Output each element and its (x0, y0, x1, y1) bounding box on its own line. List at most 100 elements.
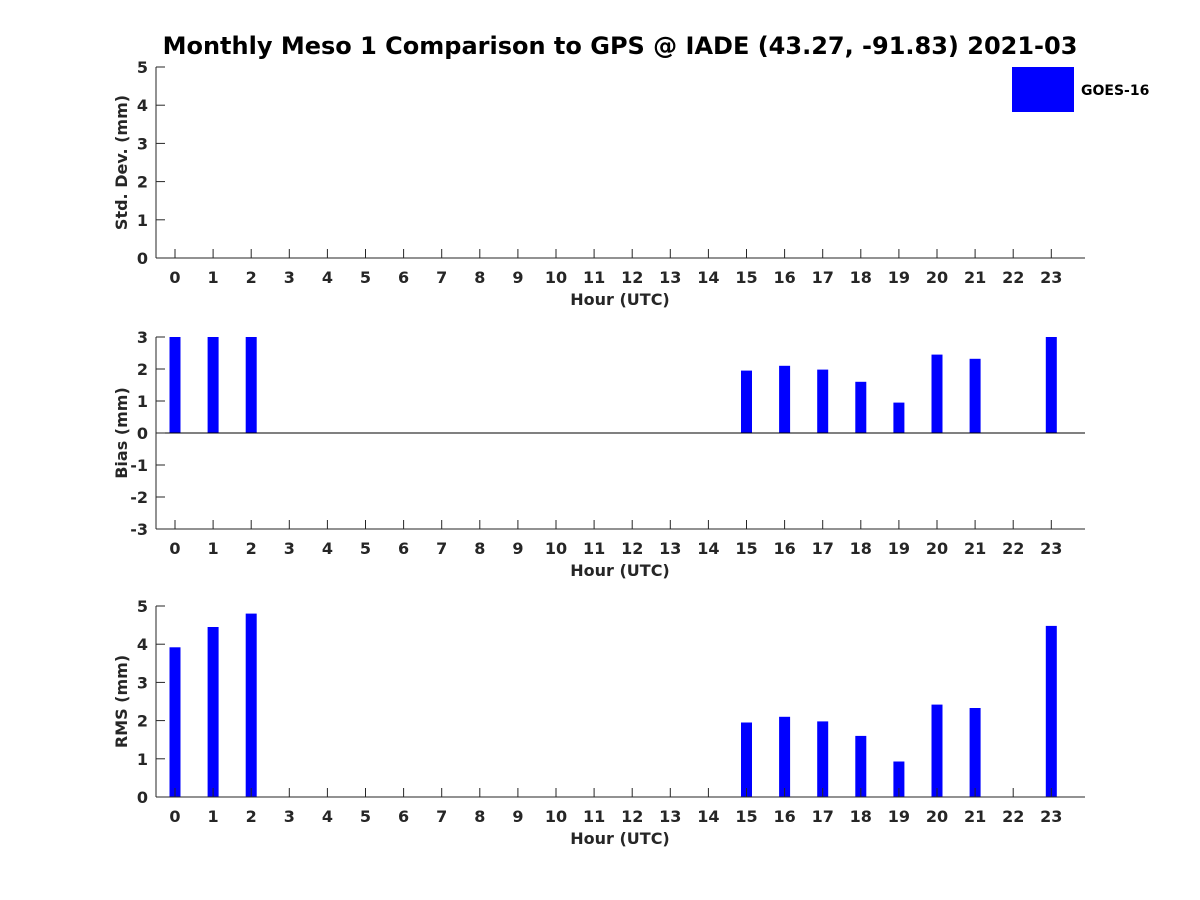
rms-y-tick-label: 3 (137, 673, 148, 692)
bias-x-tick-label: 19 (888, 539, 910, 558)
rms-x-tick-label: 17 (812, 807, 834, 826)
std-dev-x-tick-label: 23 (1040, 268, 1062, 287)
bias-x-tick-label: 23 (1040, 539, 1062, 558)
bias-x-tick-label: 9 (512, 539, 523, 558)
legend-label-goes-16: GOES-16 (1081, 83, 1149, 99)
rms-x-tick-label: 8 (474, 807, 485, 826)
rms-x-tick-label: 0 (169, 807, 180, 826)
bias-bar-hour-16 (779, 365, 791, 433)
bias-y-axis-title: Bias (mm) (112, 387, 131, 479)
std-dev-x-tick-label: 0 (169, 268, 180, 287)
std-dev-x-tick-label: 17 (812, 268, 834, 287)
bias-bar-hour-2 (245, 337, 257, 433)
std-dev-x-tick-label: 3 (284, 268, 295, 287)
std-dev-y-axis-title: Std. Dev. (mm) (112, 95, 131, 230)
bias-x-tick-label: 2 (246, 539, 257, 558)
bias-x-tick-label: 4 (322, 539, 333, 558)
bias-x-tick-label: 21 (964, 539, 986, 558)
rms-bar-hour-18 (855, 735, 867, 797)
bias-x-tick-label: 8 (474, 539, 485, 558)
bias-y-tick-label: 2 (137, 360, 148, 379)
rms-bar-hour-19 (893, 761, 905, 797)
std-dev-x-tick-label: 2 (246, 268, 257, 287)
bias-x-tick-label: 6 (398, 539, 409, 558)
rms-x-tick-label: 7 (436, 807, 447, 826)
bias-bar-hour-15 (741, 370, 752, 433)
std-dev-y-tick-label: 0 (137, 249, 148, 268)
bias-x-tick-label: 12 (621, 539, 643, 558)
bias-bar-hour-17 (817, 369, 829, 433)
bias-x-tick-label: 5 (360, 539, 371, 558)
rms-x-tick-label: 5 (360, 807, 371, 826)
rms-x-tick-label: 11 (583, 807, 605, 826)
rms-bar-hour-15 (741, 722, 752, 797)
bias-y-tick-label: 3 (137, 328, 148, 347)
rms-x-tick-label: 14 (697, 807, 719, 826)
bias-y-tick-label: -3 (130, 520, 148, 539)
rms-x-tick-label: 9 (512, 807, 523, 826)
rms-x-tick-label: 2 (246, 807, 257, 826)
bias-x-tick-label: 3 (284, 539, 295, 558)
std-dev-y-tick-label: 5 (137, 58, 148, 77)
rms-x-tick-label: 15 (735, 807, 757, 826)
bias-bar-hour-23 (1045, 337, 1057, 433)
std-dev-x-tick-label: 1 (208, 268, 219, 287)
rms-bar-hour-1 (207, 627, 219, 797)
bias-x-tick-label: 15 (735, 539, 757, 558)
std-dev-x-tick-label: 9 (512, 268, 523, 287)
rms-bar-hour-16 (779, 716, 791, 797)
std-dev-x-tick-label: 12 (621, 268, 643, 287)
bias-bar-hour-19 (893, 402, 905, 433)
std-dev-x-tick-label: 7 (436, 268, 447, 287)
std-dev-x-tick-label: 5 (360, 268, 371, 287)
std-dev-x-tick-label: 18 (850, 268, 872, 287)
bias-x-axis-title: Hour (UTC) (570, 561, 670, 580)
bias-x-tick-label: 16 (773, 539, 795, 558)
rms-y-tick-label: 4 (137, 635, 148, 654)
bias-y-tick-label: -1 (130, 456, 148, 475)
rms-x-tick-label: 23 (1040, 807, 1062, 826)
rms-x-tick-label: 21 (964, 807, 986, 826)
std-dev-x-tick-label: 10 (545, 268, 567, 287)
std-dev-y-tick-label: 3 (137, 134, 148, 153)
bias-y-tick-label: 0 (137, 424, 148, 443)
figure-title: Monthly Meso 1 Comparison to GPS @ IADE … (163, 32, 1078, 60)
rms-x-tick-label: 13 (659, 807, 681, 826)
bias-x-tick-label: 0 (169, 539, 180, 558)
rms-x-tick-label: 4 (322, 807, 333, 826)
rms-x-tick-label: 12 (621, 807, 643, 826)
std-dev-x-axis-title: Hour (UTC) (570, 290, 670, 309)
bias-y-tick-label: 1 (137, 392, 148, 411)
bias-x-tick-label: 22 (1002, 539, 1024, 558)
std-dev-x-tick-label: 6 (398, 268, 409, 287)
rms-x-tick-label: 18 (850, 807, 872, 826)
std-dev-x-tick-label: 19 (888, 268, 910, 287)
std-dev-x-tick-label: 11 (583, 268, 605, 287)
std-dev-x-tick-label: 4 (322, 268, 333, 287)
rms-bar-hour-21 (969, 708, 981, 797)
rms-x-tick-label: 1 (208, 807, 219, 826)
bias-x-tick-label: 7 (436, 539, 447, 558)
bias-x-tick-label: 13 (659, 539, 681, 558)
rms-x-axis-title: Hour (UTC) (570, 829, 670, 848)
rms-x-tick-label: 6 (398, 807, 409, 826)
rms-bar-hour-17 (817, 721, 829, 797)
std-dev-x-tick-label: 22 (1002, 268, 1024, 287)
rms-y-tick-label: 2 (137, 712, 148, 731)
rms-x-tick-label: 20 (926, 807, 948, 826)
rms-x-tick-label: 16 (773, 807, 795, 826)
bias-x-tick-label: 14 (697, 539, 719, 558)
rms-x-tick-label: 22 (1002, 807, 1024, 826)
rms-y-tick-label: 0 (137, 788, 148, 807)
std-dev-x-tick-label: 14 (697, 268, 719, 287)
std-dev-x-tick-label: 13 (659, 268, 681, 287)
bias-x-tick-label: 1 (208, 539, 219, 558)
std-dev-x-tick-label: 21 (964, 268, 986, 287)
legend-swatch-goes-16 (1012, 67, 1074, 112)
std-dev-y-tick-label: 4 (137, 96, 148, 115)
std-dev-x-tick-label: 20 (926, 268, 948, 287)
rms-x-tick-label: 10 (545, 807, 567, 826)
